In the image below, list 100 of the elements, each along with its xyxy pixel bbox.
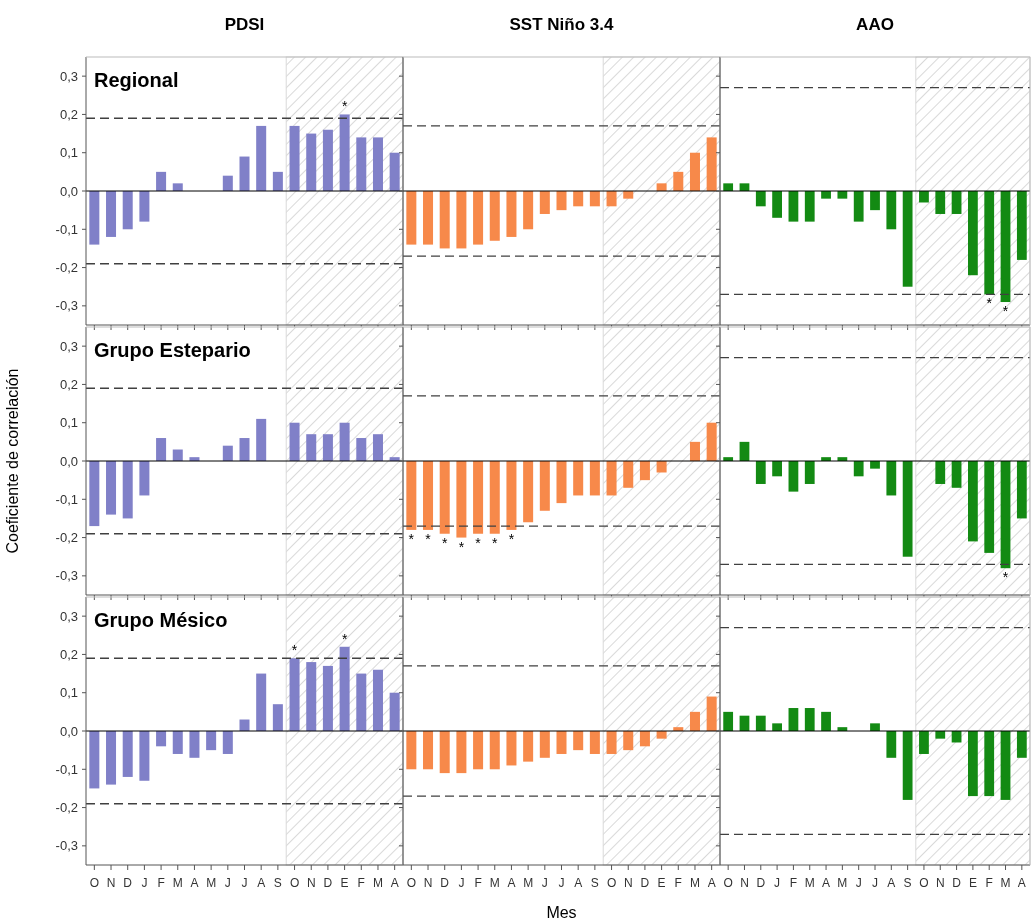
bar (356, 438, 367, 461)
bar (539, 191, 550, 214)
bar (439, 731, 450, 774)
x-tick-label: O (89, 876, 100, 890)
bar (406, 731, 417, 770)
bar (706, 137, 717, 191)
bar (272, 171, 283, 191)
bar (256, 125, 267, 191)
bar (222, 731, 233, 754)
bar (272, 704, 283, 731)
annotation: * (341, 98, 348, 115)
x-tick-label: A (257, 876, 266, 890)
x-tick-label: A (390, 876, 399, 890)
bar (322, 129, 333, 191)
bar (239, 719, 250, 731)
bar (821, 711, 831, 731)
bar (239, 156, 250, 191)
bar (473, 731, 484, 770)
x-tick-label: M (804, 876, 815, 890)
x-tick-label: F (985, 876, 993, 890)
annotation: * (475, 534, 482, 551)
bar (886, 731, 897, 758)
x-tick-label: F (157, 876, 165, 890)
x-tick-label: N (306, 876, 316, 890)
bar (306, 662, 317, 731)
bar (289, 658, 300, 731)
text: Grupo Estepario (94, 339, 251, 361)
x-tick-label: O (723, 876, 733, 890)
x-tick-label: D (952, 876, 962, 890)
y-tick-label: 0,1 (59, 685, 78, 701)
x-tick-label: F (789, 876, 798, 890)
x-tick-label: M (489, 876, 500, 890)
text: Grupo Mésico (94, 609, 228, 631)
annotation: * (441, 534, 448, 551)
bar (372, 669, 383, 731)
bar (556, 731, 567, 754)
chart-title: SST Niño 3.4 (509, 15, 614, 34)
bar (689, 711, 700, 731)
bar (172, 731, 183, 754)
x-tick-label: M (689, 876, 700, 890)
x-tick-label: D (440, 876, 450, 890)
bar (239, 438, 250, 461)
x-tick-label: A (707, 876, 716, 890)
bar (139, 461, 150, 496)
annotation: * (1002, 569, 1009, 586)
y-tick-label: 0,3 (59, 68, 78, 84)
annotation: * (425, 530, 432, 547)
x-tick-label: M (172, 876, 183, 890)
bar (322, 665, 333, 731)
x-tick-label: O (606, 876, 617, 890)
bar (156, 171, 167, 191)
annotation: * (408, 530, 415, 547)
bar (89, 191, 100, 245)
x-tick-label: J (558, 876, 565, 890)
x-tick-label: A (822, 876, 831, 890)
y-tick-label: -0,2 (55, 260, 78, 276)
chart-title: AAO (856, 15, 894, 34)
x-tick-label: N (740, 876, 749, 890)
x-tick-label: S (273, 876, 282, 890)
bar (523, 191, 534, 230)
bar (106, 191, 117, 237)
y-tick-label: 0,1 (59, 145, 78, 161)
bar (423, 191, 434, 245)
x-tick-label: A (887, 876, 896, 890)
x-tick-label: F (474, 876, 482, 890)
x-tick-label: A (190, 876, 199, 890)
bar (372, 137, 383, 191)
y-tick-label: -0,2 (55, 800, 78, 816)
bar (156, 438, 167, 461)
annotation: * (1002, 303, 1009, 320)
bar (106, 731, 117, 785)
x-tick-label: D (123, 876, 133, 890)
bar (755, 715, 766, 731)
bar (89, 461, 100, 527)
y-tick-label: -0,3 (55, 838, 78, 854)
bar (506, 191, 517, 237)
x-tick-label: E (340, 876, 349, 890)
annotation: * (508, 530, 515, 547)
bar (902, 731, 913, 800)
x-tick-label: J (141, 876, 148, 890)
x-tick-label: J (774, 876, 781, 890)
y-tick-label: -0,3 (55, 298, 78, 314)
x-tick-label: J (855, 876, 862, 890)
x-tick-label: J (241, 876, 248, 890)
bar (172, 183, 183, 191)
bar (573, 731, 584, 751)
bar (89, 731, 100, 789)
x-tick-label: M (837, 876, 848, 890)
x-tick-label: S (590, 876, 599, 890)
bar (156, 731, 167, 747)
bar (639, 731, 650, 747)
y-tick-label: 0,2 (59, 646, 78, 662)
bar (289, 125, 300, 191)
bar (356, 137, 367, 191)
bar (206, 731, 217, 751)
y-tick-label: -0,1 (55, 491, 78, 507)
bar (139, 731, 150, 781)
y-tick-label: 0,3 (59, 608, 78, 624)
annotation: * (492, 534, 499, 551)
x-tick-label: J (541, 876, 548, 890)
